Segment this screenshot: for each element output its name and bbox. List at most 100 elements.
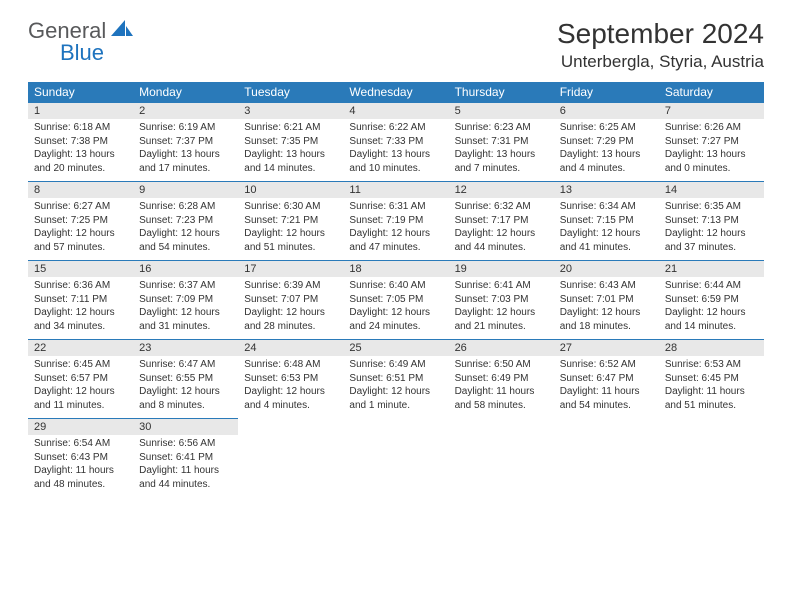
daylight-text: Daylight: 11 hours and 58 minutes. — [455, 385, 548, 412]
day-cell: 27Sunrise: 6:52 AMSunset: 6:47 PMDayligh… — [554, 339, 659, 418]
day-number: 5 — [449, 102, 554, 119]
daylight-text: Daylight: 12 hours and 24 minutes. — [349, 306, 442, 333]
daylight-text: Daylight: 12 hours and 51 minutes. — [244, 227, 337, 254]
sunrise-text: Sunrise: 6:36 AM — [34, 279, 127, 293]
day-cell: 26Sunrise: 6:50 AMSunset: 6:49 PMDayligh… — [449, 339, 554, 418]
daylight-text: Daylight: 12 hours and 57 minutes. — [34, 227, 127, 254]
day-number: 16 — [133, 260, 238, 277]
dow-wednesday: Wednesday — [343, 82, 448, 102]
sunset-text: Sunset: 7:09 PM — [139, 293, 232, 307]
sunrise-text: Sunrise: 6:25 AM — [560, 121, 653, 135]
daylight-text: Daylight: 12 hours and 18 minutes. — [560, 306, 653, 333]
sunrise-text: Sunrise: 6:21 AM — [244, 121, 337, 135]
sunrise-text: Sunrise: 6:53 AM — [665, 358, 758, 372]
daylight-text: Daylight: 12 hours and 14 minutes. — [665, 306, 758, 333]
sunrise-text: Sunrise: 6:37 AM — [139, 279, 232, 293]
day-number: 9 — [133, 181, 238, 198]
day-cell: 4Sunrise: 6:22 AMSunset: 7:33 PMDaylight… — [343, 102, 448, 181]
day-cell: 28Sunrise: 6:53 AMSunset: 6:45 PMDayligh… — [659, 339, 764, 418]
day-body: Sunrise: 6:43 AMSunset: 7:01 PMDaylight:… — [554, 277, 659, 339]
day-number: 27 — [554, 339, 659, 356]
sunset-text: Sunset: 7:15 PM — [560, 214, 653, 228]
day-body: Sunrise: 6:45 AMSunset: 6:57 PMDaylight:… — [28, 356, 133, 418]
daylight-text: Daylight: 12 hours and 37 minutes. — [665, 227, 758, 254]
sunrise-text: Sunrise: 6:23 AM — [455, 121, 548, 135]
week-row: 15 Sunrise: 6:36 AMSunset: 7:11 PM Dayligh… — [28, 260, 764, 339]
sunrise-text: Sunrise: 6:44 AM — [665, 279, 758, 293]
day-cell: .. — [449, 418, 554, 497]
daylight-text: Daylight: 11 hours and 48 minutes. — [34, 464, 127, 491]
day-cell: 16Sunrise: 6:37 AMSunset: 7:09 PMDayligh… — [133, 260, 238, 339]
sunset-text: Sunset: 7:33 PM — [349, 135, 442, 149]
day-body: Sunrise: 6:31 AMSunset: 7:19 PMDaylight:… — [343, 198, 448, 260]
week-row: 8Sunrise: 6:27 AMSunset: 7:25 PMDaylight… — [28, 181, 764, 260]
sunset-text: Sunset: 7:21 PM — [244, 214, 337, 228]
daylight-text: Daylight: 13 hours and 0 minutes. — [665, 148, 758, 175]
day-number: 22 — [28, 339, 133, 356]
sunset-text: Sunset: 7:11 PM — [34, 293, 127, 307]
daylight-text: Daylight: 13 hours and 17 minutes. — [139, 148, 232, 175]
day-cell: 7Sunrise: 6:26 AMSunset: 7:27 PMDaylight… — [659, 102, 764, 181]
day-number: 1 — [28, 102, 133, 119]
location: Unterbergla, Styria, Austria — [557, 52, 764, 72]
sunrise-text: Sunrise: 6:43 AM — [560, 279, 653, 293]
sunrise-text: Sunrise: 6:35 AM — [665, 200, 758, 214]
daylight-text: Daylight: 11 hours and 54 minutes. — [560, 385, 653, 412]
sunset-text: Sunset: 6:53 PM — [244, 372, 337, 386]
dow-header-row: Sunday Monday Tuesday Wednesday Thursday… — [28, 82, 764, 102]
dow-monday: Monday — [133, 82, 238, 102]
sunrise-text: Sunrise: 6:31 AM — [349, 200, 442, 214]
day-body: Sunrise: 6:35 AMSunset: 7:13 PMDaylight:… — [659, 198, 764, 260]
day-body: Sunrise: 6:52 AMSunset: 6:47 PMDaylight:… — [554, 356, 659, 418]
day-cell: 19Sunrise: 6:41 AMSunset: 7:03 PMDayligh… — [449, 260, 554, 339]
day-body: Sunrise: 6:54 AMSunset: 6:43 PMDaylight:… — [28, 435, 133, 497]
day-cell: 24Sunrise: 6:48 AMSunset: 6:53 PMDayligh… — [238, 339, 343, 418]
day-body: Sunrise: 6:26 AMSunset: 7:27 PMDaylight:… — [659, 119, 764, 181]
day-number: 18 — [343, 260, 448, 277]
day-cell: 3Sunrise: 6:21 AMSunset: 7:35 PMDaylight… — [238, 102, 343, 181]
sunset-text: Sunset: 7:37 PM — [139, 135, 232, 149]
sunset-text: Sunset: 6:59 PM — [665, 293, 758, 307]
day-cell: .. — [343, 418, 448, 497]
sunrise-text: Sunrise: 6:41 AM — [455, 279, 548, 293]
day-number: 20 — [554, 260, 659, 277]
day-body: Sunrise: 6:41 AMSunset: 7:03 PMDaylight:… — [449, 277, 554, 339]
day-body: Sunrise: 6:23 AMSunset: 7:31 PMDaylight:… — [449, 119, 554, 181]
sunset-text: Sunset: 7:17 PM — [455, 214, 548, 228]
sunrise-text: Sunrise: 6:49 AM — [349, 358, 442, 372]
day-cell: 15Sunrise: 6:36 AMSunset: 7:11 PMDayligh… — [28, 260, 133, 339]
daylight-text: Daylight: 12 hours and 47 minutes. — [349, 227, 442, 254]
day-cell: 22Sunrise: 6:45 AMSunset: 6:57 PMDayligh… — [28, 339, 133, 418]
week-row: 29Sunrise: 6:54 AMSunset: 6:43 PMDayligh… — [28, 418, 764, 497]
daylight-text: Daylight: 13 hours and 7 minutes. — [455, 148, 548, 175]
sunset-text: Sunset: 6:45 PM — [665, 372, 758, 386]
day-cell: .. — [238, 418, 343, 497]
day-body: Sunrise: 6:44 AMSunset: 6:59 PMDaylight:… — [659, 277, 764, 339]
day-cell: 2 Sunrise: 6:19 AMSunset: 7:37 PMDaylight… — [133, 102, 238, 181]
day-number: 19 — [449, 260, 554, 277]
header: General Blue September 2024 Unterbergla,… — [28, 18, 764, 72]
sunrise-text: Sunrise: 6:19 AM — [139, 121, 232, 135]
day-number: 3 — [238, 102, 343, 119]
day-body: Sunrise: 6:56 AMSunset: 6:41 PMDaylight:… — [133, 435, 238, 497]
day-number: 2 — [133, 102, 238, 119]
sunset-text: Sunset: 7:29 PM — [560, 135, 653, 149]
sunset-text: Sunset: 6:47 PM — [560, 372, 653, 386]
day-cell: 13Sunrise: 6:34 AMSunset: 7:15 PMDayligh… — [554, 181, 659, 260]
day-body: Sunrise: 6:28 AMSunset: 7:23 PMDaylight:… — [133, 198, 238, 260]
logo-sail-icon — [111, 20, 133, 43]
day-body: Sunrise: 6:34 AMSunset: 7:15 PMDaylight:… — [554, 198, 659, 260]
day-body: Sunrise: 6:40 AMSunset: 7:05 PMDaylight:… — [343, 277, 448, 339]
dow-tuesday: Tuesday — [238, 82, 343, 102]
sunset-text: Sunset: 7:38 PM — [34, 135, 127, 149]
sunset-text: Sunset: 7:01 PM — [560, 293, 653, 307]
day-cell: .. — [554, 418, 659, 497]
day-body: Sunrise: 6:27 AMSunset: 7:25 PMDaylight:… — [28, 198, 133, 260]
dow-saturday: Saturday — [659, 82, 764, 102]
daylight-text: Daylight: 11 hours and 51 minutes. — [665, 385, 758, 412]
day-number: 15 — [28, 260, 133, 277]
day-body: Sunrise: 6:21 AMSunset: 7:35 PMDaylight:… — [238, 119, 343, 181]
sunset-text: Sunset: 6:43 PM — [34, 451, 127, 465]
daylight-text: Daylight: 13 hours and 14 minutes. — [244, 148, 337, 175]
day-body: Sunrise: 6:53 AMSunset: 6:45 PMDaylight:… — [659, 356, 764, 418]
